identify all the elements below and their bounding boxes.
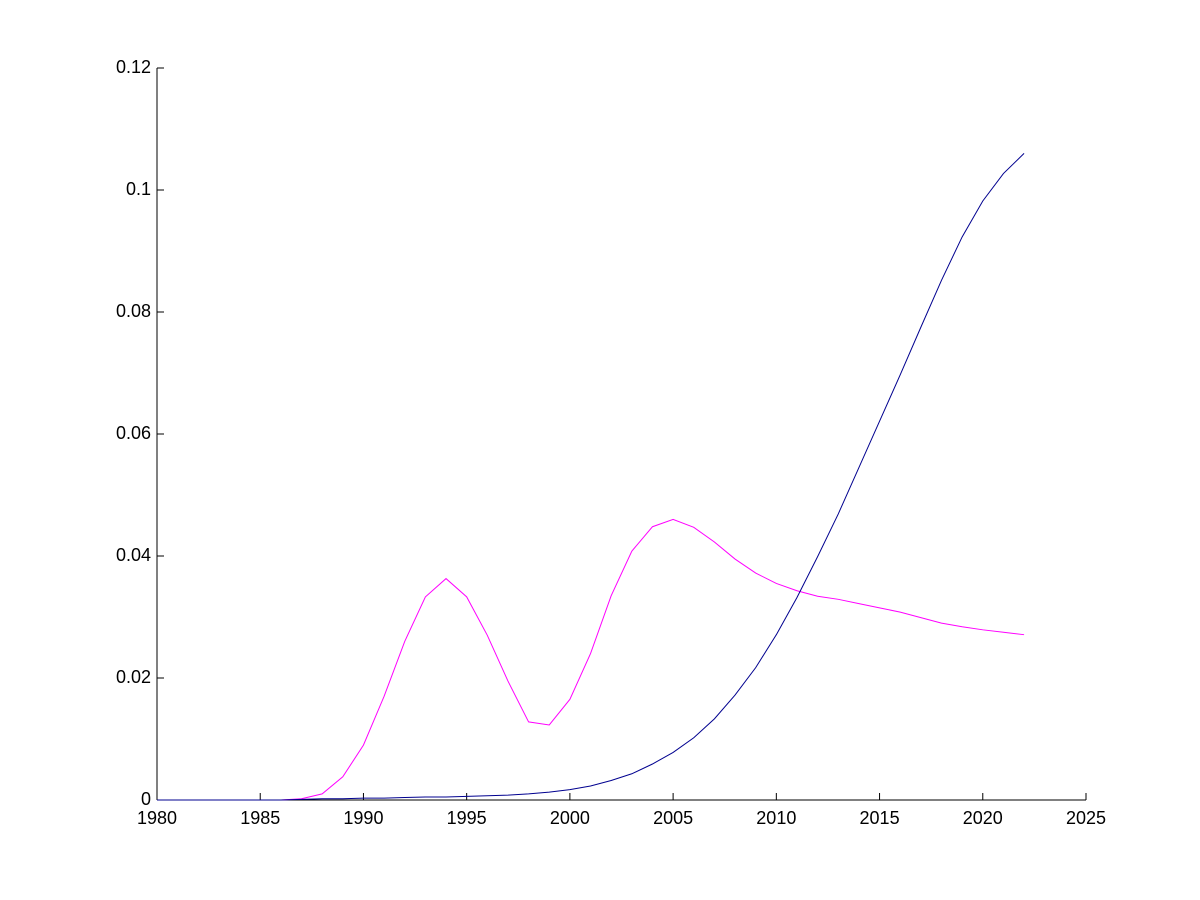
y-tick-label: 0.02 — [116, 667, 151, 687]
y-tick-label: 0.12 — [116, 57, 151, 77]
x-tick-label: 1985 — [240, 808, 280, 828]
x-tick-label: 2020 — [963, 808, 1003, 828]
x-tick-label: 1990 — [343, 808, 383, 828]
x-tick-label: 1980 — [137, 808, 177, 828]
x-tick-label: 2005 — [653, 808, 693, 828]
y-tick-label: 0.06 — [116, 423, 151, 443]
line-series — [157, 518, 1025, 801]
y-tick-label: 0.1 — [126, 179, 151, 199]
y-tick-label: 0.04 — [116, 545, 151, 565]
x-tick-label: 2025 — [1066, 808, 1106, 828]
x-tick-label: 2015 — [860, 808, 900, 828]
x-tick-label: 2000 — [550, 808, 590, 828]
y-tick-label: 0 — [141, 789, 151, 809]
x-tick-label: 1995 — [447, 808, 487, 828]
x-tick-label: 2010 — [756, 808, 796, 828]
line-series — [157, 153, 1025, 801]
y-tick-label: 0.08 — [116, 301, 151, 321]
